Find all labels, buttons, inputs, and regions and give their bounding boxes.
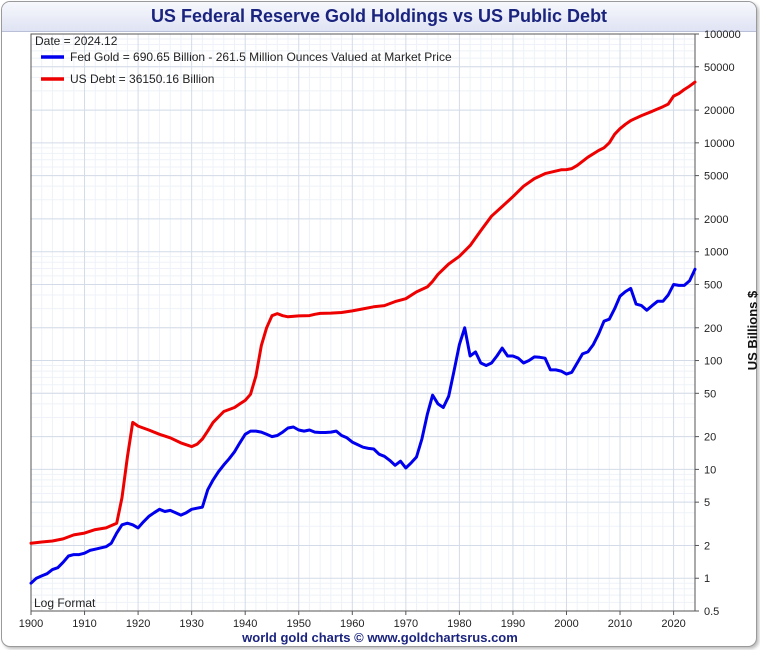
series-line-fed-gold <box>29 267 697 585</box>
y-tick-label: 10 <box>704 464 716 476</box>
plot-border <box>30 33 696 612</box>
footer-credit: world gold charts © www.goldchartsrus.co… <box>242 630 518 645</box>
title-bar <box>2 2 756 32</box>
x-tick-label: 1990 <box>501 618 525 630</box>
x-tick-label: 1950 <box>286 618 310 630</box>
y-tick-label: 2000 <box>704 214 728 226</box>
x-tick-label: 2010 <box>608 618 632 630</box>
y-tick-label: 0.5 <box>704 606 719 618</box>
y-tick-label: 100000 <box>704 29 741 41</box>
legend-label: US Debt = 36150.16 Billion <box>70 72 214 86</box>
x-tick-label: 2000 <box>554 618 578 630</box>
y-tick-label: 5000 <box>704 171 728 183</box>
x-tick-label: 1900 <box>19 618 43 630</box>
y-tick-label: 200 <box>704 323 722 335</box>
x-tick-label: 1980 <box>447 618 471 630</box>
x-tick-label: 1940 <box>233 618 257 630</box>
y-tick-label: 20000 <box>704 105 735 117</box>
legend-label: Fed Gold = 690.65 Billion - 261.5 Millio… <box>70 50 452 64</box>
x-tick-label: 1960 <box>340 618 364 630</box>
y-tick-label: 20 <box>704 432 716 444</box>
x-tick-label: 1930 <box>179 618 203 630</box>
y-tick-label: 50 <box>704 388 716 400</box>
x-tick-label: 1910 <box>72 618 96 630</box>
scale-note: Log Format <box>34 596 96 610</box>
y-tick-label: 100 <box>704 356 722 368</box>
y-tick-label: 2 <box>704 540 710 552</box>
x-tick-label: 2020 <box>661 618 685 630</box>
y-tick-label: 500 <box>704 279 722 291</box>
y-tick-label: 1000 <box>704 247 728 259</box>
date-label: Date = 2024.12 <box>35 34 118 48</box>
x-tick-label: 1970 <box>394 618 418 630</box>
y-tick-label: 50000 <box>704 62 735 74</box>
y-tick-label: 10000 <box>704 138 735 150</box>
y-axis-label: US Billions $ <box>745 290 760 370</box>
y-tick-label: 1 <box>704 573 710 585</box>
chart-title: US Federal Reserve Gold Holdings vs US P… <box>150 6 608 26</box>
x-tick-label: 1920 <box>126 618 150 630</box>
series-line-us-debt <box>29 80 697 545</box>
y-tick-label: 5 <box>704 497 710 509</box>
